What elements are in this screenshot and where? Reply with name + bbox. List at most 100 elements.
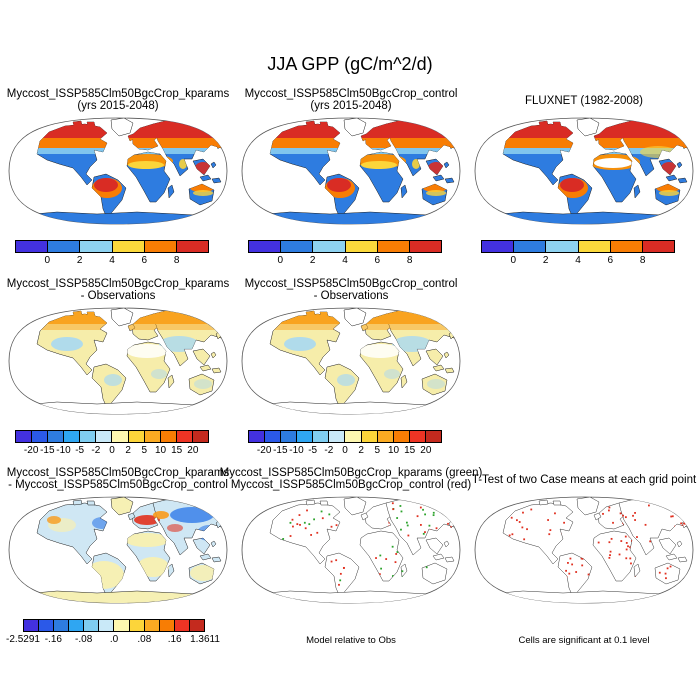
colorbar-tick-label: 2	[76, 255, 83, 266]
colorbar-segment	[296, 431, 313, 442]
colorbar-segment	[344, 431, 361, 442]
significance-dot	[320, 510, 323, 513]
significance-dot	[530, 508, 533, 511]
significance-dot	[424, 531, 426, 534]
significance-dot	[391, 502, 394, 505]
colorbar-segment	[408, 431, 425, 442]
colorbar-segment	[408, 241, 442, 252]
significance-dot	[610, 537, 613, 540]
significance-dot	[618, 553, 621, 556]
significance-dot	[405, 521, 408, 524]
colorbar-tick-label: 0	[44, 255, 51, 266]
continent-na	[502, 502, 574, 565]
continent-phil	[676, 161, 683, 169]
colorbar-segment	[312, 241, 345, 252]
continent-greenland	[110, 118, 134, 137]
continent-madagascar	[400, 563, 408, 578]
continent-phil	[443, 161, 450, 169]
map-color-patch	[361, 161, 397, 169]
significance-dot	[625, 542, 628, 544]
colorbar-segment	[38, 620, 54, 631]
continent-seasia	[192, 537, 211, 555]
colorbar-tick-label: 20	[187, 445, 199, 456]
colorbar-segment	[344, 241, 377, 252]
colorbar-bar	[15, 240, 209, 253]
colorbar-tick-label: 8	[173, 255, 180, 266]
significance-dot	[683, 522, 685, 525]
colorbar-segment	[249, 241, 281, 252]
significance-dot	[648, 504, 650, 507]
continent-seasia	[425, 537, 444, 555]
colorbar-gpp-kparams: 0 2 4 6 8	[15, 240, 209, 267]
significance-dot	[406, 524, 409, 527]
significance-dot	[644, 523, 647, 526]
map-color-patch	[104, 374, 122, 386]
significance-dot	[634, 519, 636, 521]
panel-title-line1: Myccost_ISSP585Clm50BgcCrop_control	[244, 88, 458, 100]
significance-dot	[422, 508, 424, 511]
significance-dot	[571, 563, 574, 566]
significance-dot	[306, 509, 308, 512]
significance-dot	[338, 583, 340, 586]
map-color-patch	[153, 511, 169, 519]
continent-indo1	[432, 174, 445, 182]
significance-dot	[636, 536, 638, 538]
colorbar-bar	[23, 619, 205, 632]
map-color-patch	[151, 369, 167, 379]
significance-dot	[432, 514, 435, 517]
continent-indo2	[677, 556, 688, 563]
continent-arch1	[72, 499, 83, 506]
significance-dot	[291, 518, 294, 521]
continent-greenland	[343, 118, 367, 137]
map-color-patch	[327, 178, 351, 192]
significance-dot	[671, 515, 674, 518]
significance-dot	[518, 521, 521, 523]
significance-dot	[609, 554, 611, 557]
colorbar-segment	[609, 241, 642, 252]
colorbar-segment	[143, 431, 160, 442]
continent-phil	[443, 540, 450, 548]
colorbar-tick-label: 6	[374, 255, 381, 266]
colorbar-segment	[173, 620, 189, 631]
colorbar-segment	[111, 241, 144, 252]
map-color-patch	[384, 369, 400, 379]
colorbar-segment	[95, 431, 112, 442]
significance-dot	[380, 567, 383, 570]
significance-dot	[375, 557, 377, 559]
panel-title-line2: - Observations	[80, 290, 156, 302]
colorbar-segment	[47, 431, 64, 442]
continent-indo2	[444, 177, 455, 184]
colorbar-segment	[312, 431, 329, 442]
colorbar-gpp-control: 0 2 4 6 8	[248, 240, 442, 267]
colorbar-segment	[53, 620, 69, 631]
continent-nz	[678, 582, 685, 591]
significance-dot	[680, 522, 683, 525]
significance-dot	[330, 560, 333, 563]
significance-dot	[434, 503, 437, 506]
colorbar-segment	[128, 620, 144, 631]
continent-arch2	[552, 500, 562, 506]
continent-indo1	[432, 364, 445, 372]
continent-indo2	[677, 177, 688, 184]
colorbar-segment	[79, 241, 112, 252]
significance-dot	[580, 557, 583, 560]
significance-dot	[587, 573, 590, 576]
colorbar-segment	[280, 241, 313, 252]
significance-dot	[670, 505, 673, 508]
continent-arch2	[319, 500, 329, 506]
colorbar-segment	[188, 620, 204, 631]
colorbar-tick-label: -.16	[44, 634, 62, 645]
continent-arch2	[86, 500, 96, 506]
colorbar-tick-label: 10	[154, 445, 167, 456]
significance-dot	[419, 506, 422, 509]
significance-dot	[521, 526, 524, 529]
colorbar-tick-label: 0	[277, 255, 284, 266]
significance-dot	[554, 512, 556, 515]
world-map-kparams-bias	[8, 307, 228, 415]
continent-nz	[212, 203, 219, 212]
significance-dot	[597, 541, 600, 544]
world-map-kparams	[8, 117, 228, 225]
map-color-patch	[190, 565, 216, 581]
significance-dot	[388, 521, 391, 524]
continent-greenland	[576, 497, 600, 516]
